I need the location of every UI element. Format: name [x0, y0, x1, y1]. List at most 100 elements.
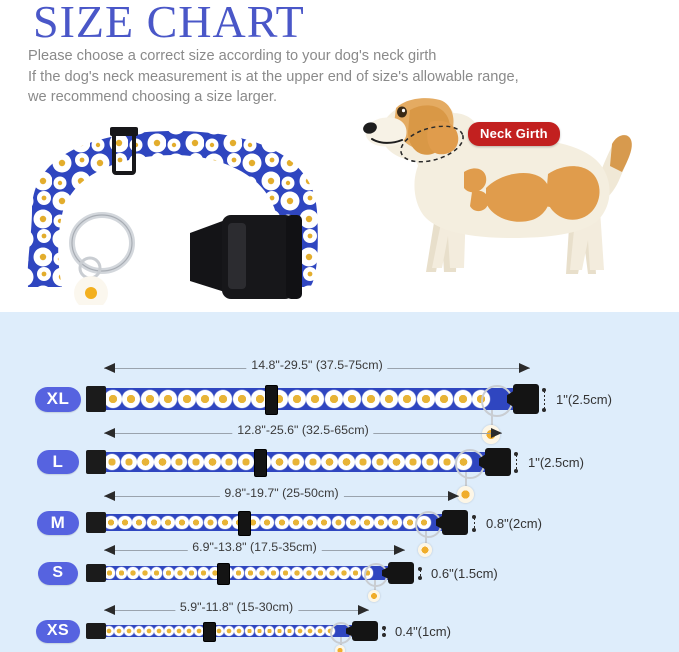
daisy-icon — [132, 515, 147, 530]
daisy-icon — [453, 389, 472, 408]
daisy-icon — [127, 567, 139, 579]
size-badge-l[interactable]: L — [37, 450, 79, 474]
daisy-icon — [374, 515, 389, 530]
daisy-icon — [203, 515, 218, 530]
size-badge-s[interactable]: S — [38, 561, 78, 585]
daisy-icon — [175, 515, 190, 530]
daisy-charm — [417, 542, 433, 558]
dog-tail-patch — [610, 135, 632, 172]
daisy-icon — [264, 626, 275, 636]
size-table-section: XL 14.8"-29.5" (37.5-75cm) 1"(2.5cm) L 12.8"… — [0, 312, 679, 652]
daisy-icon — [137, 453, 154, 471]
daisy-icon — [279, 567, 292, 579]
daisy-icon — [114, 626, 124, 636]
daisy-icon — [345, 515, 360, 530]
dimension-dashed-line — [384, 629, 385, 634]
page-title: SIZE CHART — [33, 0, 305, 47]
dog-patch-belly — [470, 190, 489, 212]
arrow-right-icon — [491, 428, 502, 438]
dog-illustration — [352, 92, 672, 307]
daisy-icon — [359, 515, 374, 530]
length-dimension-line: 6.9"-13.8" (17.5-35cm) — [104, 540, 405, 558]
dimension-dot-top — [418, 567, 422, 571]
arrow-right-icon — [519, 363, 530, 373]
daisy-icon — [331, 515, 346, 530]
width-dimension-indicator — [416, 567, 426, 580]
charm-link — [425, 531, 427, 543]
collar-webbing — [100, 566, 408, 580]
dimension-dot-bottom — [472, 528, 476, 532]
dog-mouth — [371, 138, 403, 144]
intro-text: Please choose a correct size according t… — [28, 46, 648, 108]
collar-triglide — [112, 131, 136, 175]
dog-patch-mid — [486, 173, 551, 222]
daisy-icon — [187, 453, 205, 471]
width-label: 1"(2.5cm) — [556, 392, 612, 407]
daisy-icon — [317, 515, 332, 530]
daisy-icon — [274, 626, 285, 636]
dimension-dot-bottom — [514, 469, 518, 473]
daisy-icon — [343, 389, 362, 408]
collar-product-photo — [14, 115, 339, 310]
daisy-icon — [170, 453, 188, 471]
dimension-dot-top — [542, 388, 546, 392]
daisy-icon — [232, 389, 251, 408]
daisy-icon — [438, 453, 455, 471]
collar-triglide — [86, 386, 106, 412]
daisy-icon — [303, 515, 317, 530]
collar-webbing — [100, 514, 462, 531]
daisy-icon — [271, 453, 288, 471]
width-dimension-indicator — [540, 388, 550, 412]
collar-graphic-xl — [86, 384, 539, 445]
daisy-icon — [274, 515, 289, 530]
daisy-icon — [118, 515, 133, 530]
collar-slider — [203, 622, 217, 642]
collar-graphic-xs — [86, 621, 378, 652]
size-badge-xl[interactable]: XL — [35, 386, 81, 412]
daisy-icon — [214, 626, 225, 636]
size-badge-xs[interactable]: XS — [36, 619, 80, 643]
dog-nose — [363, 122, 377, 134]
arrow-right-icon — [394, 545, 405, 555]
collar-graphic-s — [86, 562, 414, 602]
arrow-left-icon — [104, 428, 115, 438]
daisy-icon — [177, 389, 196, 408]
collar-webbing — [100, 452, 505, 472]
collar-slider — [264, 385, 278, 415]
daisy-icon — [124, 626, 134, 636]
daisy-icon — [197, 567, 210, 579]
daisy-icon — [260, 515, 275, 530]
dimension-dashed-line — [474, 518, 475, 529]
daisy-icon — [139, 567, 151, 579]
daisy-icon — [162, 567, 175, 579]
daisy-icon — [326, 567, 338, 579]
daisy-icon — [304, 626, 315, 636]
dimension-dot-bottom — [542, 408, 546, 412]
dimension-dashed-line — [544, 391, 545, 409]
daisy-icon — [371, 453, 389, 471]
daisy-icon — [160, 515, 175, 530]
daisy-icon — [288, 389, 307, 408]
size-badge-m[interactable]: M — [37, 510, 79, 535]
daisy-icon — [185, 567, 198, 579]
daisy-icon — [421, 453, 439, 471]
daisy-icon — [194, 626, 205, 636]
dimension-dot-top — [382, 626, 386, 630]
arrow-right-icon — [358, 605, 369, 615]
collar-buckle — [388, 562, 414, 584]
daisy-icon — [204, 453, 221, 471]
collar-triglide — [86, 564, 106, 582]
length-label: 9.8"-19.7" (25-50cm) — [219, 486, 344, 500]
width-label: 1"(2.5cm) — [528, 454, 584, 470]
daisy-icon — [288, 515, 303, 530]
collar-triglide — [86, 623, 106, 639]
collar-triglide — [86, 450, 106, 474]
width-label: 0.6"(1.5cm) — [431, 565, 498, 581]
collar-triglide — [86, 512, 106, 533]
dimension-dot-top — [472, 515, 476, 519]
daisy-icon — [104, 389, 123, 408]
daisy-icon — [146, 515, 161, 530]
daisy-icon — [244, 567, 256, 579]
daisy-icon — [388, 515, 403, 530]
